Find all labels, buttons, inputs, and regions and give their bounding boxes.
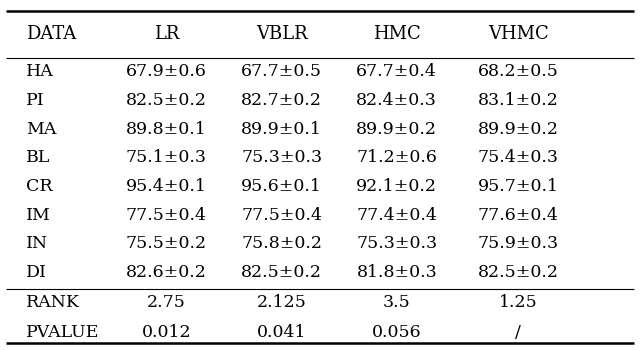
Text: 0.041: 0.041 (257, 324, 307, 341)
Text: 82.5±0.2: 82.5±0.2 (478, 264, 559, 281)
Text: 77.5±0.4: 77.5±0.4 (241, 207, 322, 224)
Text: CR: CR (26, 178, 52, 195)
Text: MA: MA (26, 121, 56, 138)
Text: 68.2±0.5: 68.2±0.5 (478, 63, 559, 80)
Text: 82.4±0.3: 82.4±0.3 (356, 92, 437, 109)
Text: 83.1±0.2: 83.1±0.2 (478, 92, 559, 109)
Text: 89.9±0.2: 89.9±0.2 (356, 121, 437, 138)
Text: /: / (515, 324, 522, 341)
Text: DATA: DATA (26, 25, 76, 43)
Text: 95.4±0.1: 95.4±0.1 (126, 178, 207, 195)
Text: 75.8±0.2: 75.8±0.2 (241, 236, 322, 252)
Text: 67.7±0.4: 67.7±0.4 (356, 63, 437, 80)
Text: 71.2±0.6: 71.2±0.6 (356, 149, 437, 166)
Text: 89.8±0.1: 89.8±0.1 (126, 121, 207, 138)
Text: 75.1±0.3: 75.1±0.3 (126, 149, 207, 166)
Text: 89.9±0.1: 89.9±0.1 (241, 121, 322, 138)
Text: LR: LR (154, 25, 179, 43)
Text: 77.6±0.4: 77.6±0.4 (478, 207, 559, 224)
Text: 75.3±0.3: 75.3±0.3 (356, 236, 437, 252)
Text: 95.7±0.1: 95.7±0.1 (478, 178, 559, 195)
Text: 82.5±0.2: 82.5±0.2 (126, 92, 207, 109)
Text: HA: HA (26, 63, 53, 80)
Text: 75.5±0.2: 75.5±0.2 (126, 236, 207, 252)
Text: BL: BL (26, 149, 50, 166)
Text: 92.1±0.2: 92.1±0.2 (356, 178, 437, 195)
Text: PI: PI (26, 92, 44, 109)
Text: 75.9±0.3: 75.9±0.3 (478, 236, 559, 252)
Text: PVALUE: PVALUE (26, 324, 99, 341)
Text: DI: DI (26, 264, 47, 281)
Text: 1.25: 1.25 (499, 294, 538, 311)
Text: RANK: RANK (26, 294, 79, 311)
Text: 95.6±0.1: 95.6±0.1 (241, 178, 322, 195)
Text: 75.4±0.3: 75.4±0.3 (478, 149, 559, 166)
Text: IM: IM (26, 207, 51, 224)
Text: 2.125: 2.125 (257, 294, 307, 311)
Text: 89.9±0.2: 89.9±0.2 (478, 121, 559, 138)
Text: 81.8±0.3: 81.8±0.3 (356, 264, 437, 281)
Text: 3.5: 3.5 (383, 294, 411, 311)
Text: 82.7±0.2: 82.7±0.2 (241, 92, 322, 109)
Text: 77.5±0.4: 77.5±0.4 (126, 207, 207, 224)
Text: 2.75: 2.75 (147, 294, 186, 311)
Text: VHMC: VHMC (488, 25, 548, 43)
Text: 67.9±0.6: 67.9±0.6 (126, 63, 207, 80)
Text: 75.3±0.3: 75.3±0.3 (241, 149, 322, 166)
Text: 0.012: 0.012 (141, 324, 191, 341)
Text: IN: IN (26, 236, 48, 252)
Text: HMC: HMC (373, 25, 420, 43)
Text: 0.056: 0.056 (372, 324, 422, 341)
Text: 82.5±0.2: 82.5±0.2 (241, 264, 322, 281)
Text: VBLR: VBLR (256, 25, 307, 43)
Text: 77.4±0.4: 77.4±0.4 (356, 207, 437, 224)
Text: 67.7±0.5: 67.7±0.5 (241, 63, 322, 80)
Text: 82.6±0.2: 82.6±0.2 (126, 264, 207, 281)
